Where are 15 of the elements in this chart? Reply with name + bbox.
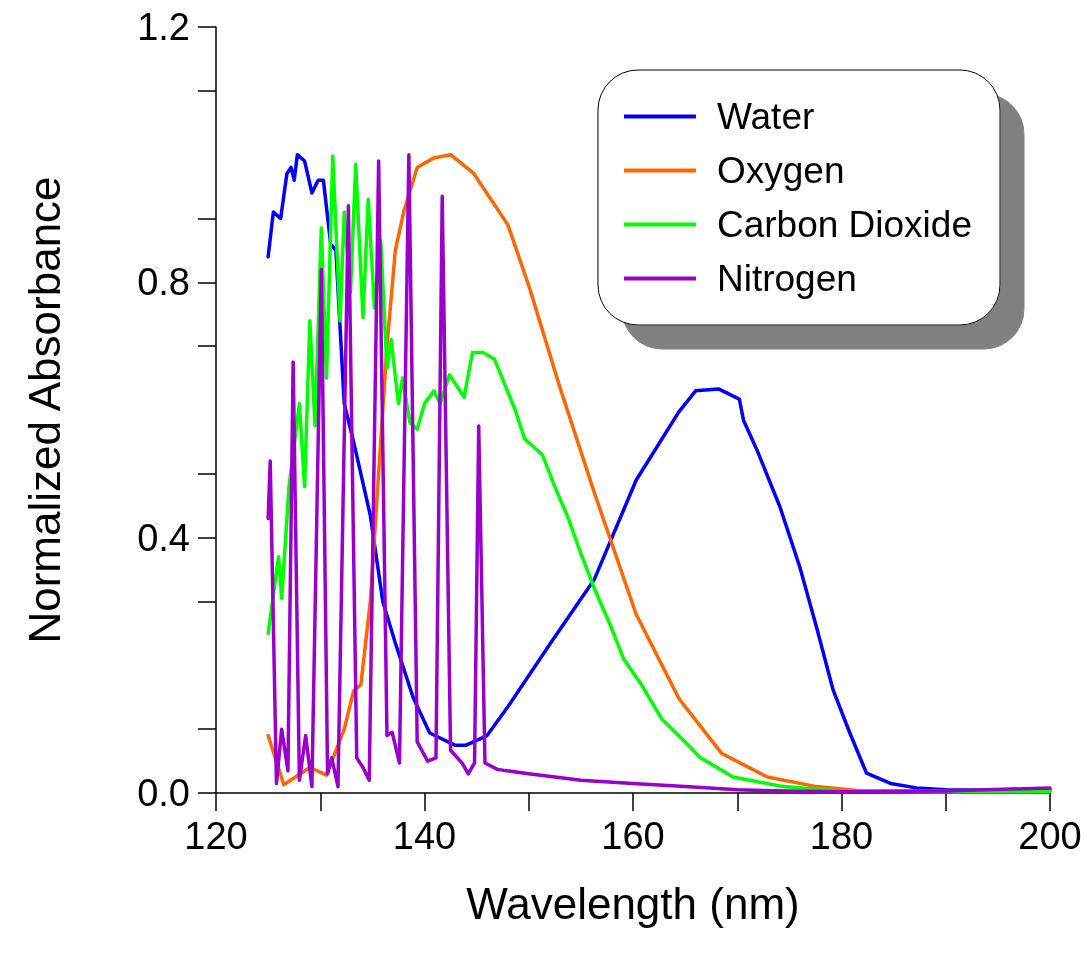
y-axis-title: Normalized Absorbance xyxy=(19,176,69,644)
x-tick-label: 200 xyxy=(1018,815,1082,857)
x-tick-label: 140 xyxy=(392,815,457,857)
legend-label: Carbon Dioxide xyxy=(716,204,973,245)
x-axis-title: Wavelength (nm) xyxy=(466,878,800,928)
legend-label: Nitrogen xyxy=(716,258,857,299)
legend-label: Water xyxy=(716,96,815,137)
x-tick-label: 160 xyxy=(601,815,665,857)
y-tick-label: 0.4 xyxy=(137,516,190,559)
y-tick-label: 0.8 xyxy=(137,261,190,304)
y-tick-label: 1.2 xyxy=(137,6,190,48)
x-tick-label: 180 xyxy=(809,815,874,857)
x-tick-label: 120 xyxy=(184,815,248,857)
y-tick-label: 0.0 xyxy=(137,772,190,814)
legend-label: Oxygen xyxy=(716,150,845,191)
